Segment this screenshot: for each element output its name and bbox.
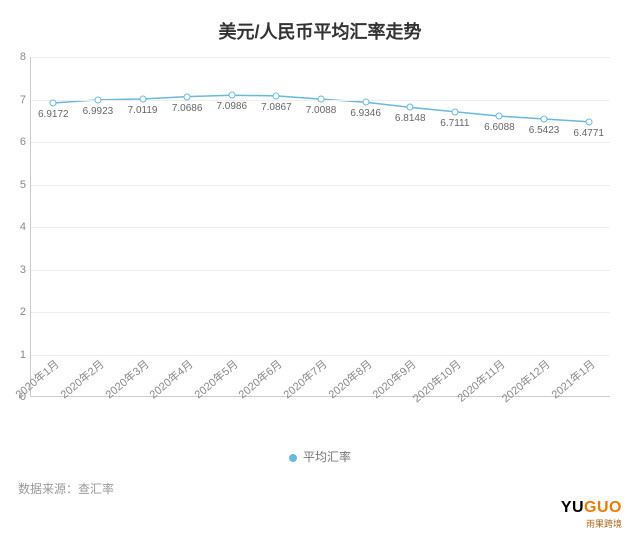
gridline [31, 270, 610, 271]
value-label: 6.9346 [350, 108, 381, 119]
data-marker [451, 108, 458, 115]
y-tick-label: 4 [20, 221, 26, 233]
y-tick-label: 1 [20, 349, 26, 361]
data-marker [585, 118, 592, 125]
x-tick-label: 2020年10月 [409, 356, 464, 406]
value-label: 7.0686 [172, 103, 203, 114]
y-tick-label: 5 [20, 179, 26, 191]
value-label: 6.9172 [38, 109, 69, 120]
gridline [31, 142, 610, 143]
data-marker [541, 115, 548, 122]
gridline [31, 312, 610, 313]
y-tick-label: 8 [20, 51, 26, 63]
gridline [31, 227, 610, 228]
value-label: 7.0088 [306, 105, 337, 116]
data-marker [318, 96, 325, 103]
source-prefix: 数据来源： [18, 482, 78, 496]
data-marker [273, 92, 280, 99]
value-label: 6.9923 [83, 106, 114, 117]
value-label: 7.0867 [261, 102, 292, 113]
data-marker [139, 95, 146, 102]
value-label: 6.6088 [484, 122, 515, 133]
x-tick-label: 2020年2月 [57, 356, 108, 402]
x-tick-label: 2020年11月 [454, 356, 509, 405]
data-marker [50, 100, 57, 107]
data-marker [184, 93, 191, 100]
data-source: 数据来源：查汇率 [18, 480, 114, 497]
legend-label: 平均汇率 [303, 450, 351, 464]
x-tick-label: 2020年8月 [324, 356, 375, 402]
value-label: 7.0119 [128, 105, 158, 116]
brand-main: YUGUO [561, 499, 622, 517]
y-axis: 012345678 [8, 57, 30, 397]
data-marker [496, 113, 503, 120]
gridline [31, 57, 610, 58]
x-tick-label: 2020年4月 [146, 356, 197, 402]
data-marker [407, 104, 414, 111]
y-tick-label: 2 [20, 306, 26, 318]
y-tick-label: 6 [20, 136, 26, 148]
legend: 平均汇率 [0, 448, 640, 465]
x-tick-label: 2020年7月 [280, 356, 331, 402]
x-tick-label: 2020年6月 [235, 356, 286, 402]
x-tick-label: 2020年3月 [101, 356, 152, 402]
value-label: 6.8148 [395, 113, 426, 124]
value-label: 6.7111 [440, 118, 469, 129]
brand-logo: YUGUO 雨果跨境 [561, 499, 622, 530]
value-label: 7.0986 [216, 101, 247, 112]
chart-title: 美元/人民币平均汇率走势 [0, 0, 640, 52]
plot-region: 6.9172 6.9923 7.0119 7.0686 7.0986 7.0867 7.00… [30, 57, 610, 397]
y-tick-label: 7 [20, 94, 26, 106]
data-marker [228, 92, 235, 99]
x-axis-labels: 2020年1月2020年2月2020年3月2020年4月2020年5月2020年… [30, 350, 610, 440]
gridline [31, 185, 610, 186]
legend-dot-icon [289, 454, 297, 462]
x-tick-label: 2020年5月 [190, 356, 241, 402]
x-tick-label: 2021年1月 [547, 356, 598, 402]
value-label: 6.4771 [573, 128, 604, 139]
brand-sub: 雨果跨境 [561, 517, 622, 530]
y-tick-label: 3 [20, 264, 26, 276]
data-marker [362, 99, 369, 106]
chart-area: 012345678 6.91726.99237.01197.06867.0986… [30, 57, 630, 397]
data-marker [94, 96, 101, 103]
source-name: 查汇率 [78, 482, 114, 496]
x-tick-label: 2020年12月 [498, 356, 553, 406]
value-label: 6.5423 [529, 125, 560, 136]
